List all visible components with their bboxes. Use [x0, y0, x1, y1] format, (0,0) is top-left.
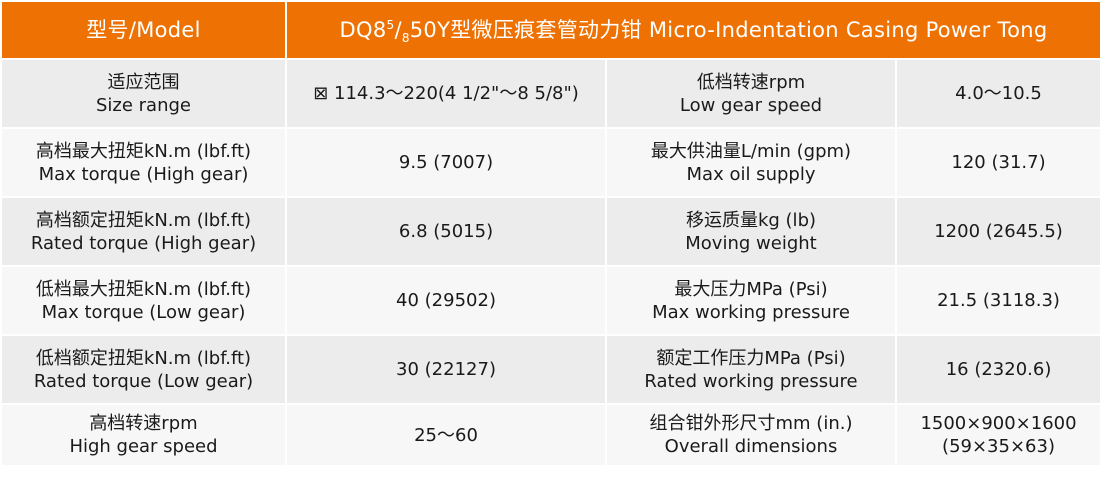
right-label-text: Moving weight — [685, 232, 817, 254]
left-label: 高档转速rpm High gear speed — [0, 403, 287, 467]
header-row: 型号/Model DQ85/850Y型微压痕套管动力钳 Micro-Indent… — [0, 0, 1100, 60]
spec-row: 高档转速rpm High gear speed 25～60 组合钳外形尺寸mm (in… — [0, 403, 1100, 467]
right-value-text: 1200 (2645.5) — [934, 221, 1063, 242]
left-label-text: 低档额定扭矩kN.m (lbf.ft) — [35, 347, 252, 369]
right-label: 最大供油量L/min (gpm) Max oil supply — [605, 127, 897, 198]
left-value-text: 40 (29502) — [396, 290, 496, 311]
right-value-text: 1500×900×1600 — [920, 413, 1077, 434]
model-title: DQ85/850Y型微压痕套管动力钳 Micro-Indentation Cas… — [284, 0, 1100, 60]
right-label: 移运质量kg (lb) Moving weight — [605, 196, 897, 267]
left-label: 低档额定扭矩kN.m (lbf.ft) Rated torque (Low gea… — [0, 334, 287, 405]
model-label: 型号/Model — [0, 0, 287, 60]
left-value-text: ⊠ 114.3～220(4 1/2"～8 5/8") — [313, 83, 579, 104]
right-label-text: Overall dimensions — [664, 436, 838, 457]
left-value: ⊠ 114.3～220(4 1/2"～8 5/8") — [285, 58, 607, 129]
left-label-text: 适应范围 — [107, 71, 180, 93]
right-label-text: Max oil supply — [686, 163, 816, 185]
left-label-text: Max torque (High gear) — [38, 163, 249, 185]
left-label-text: Rated torque (Low gear) — [33, 370, 254, 392]
spec-table: 型号/Model DQ85/850Y型微压痕套管动力钳 Micro-Indent… — [0, 0, 1100, 467]
left-label-text: Rated torque (High gear) — [30, 232, 257, 254]
left-label: 适应范围 Size range — [0, 58, 287, 129]
title-prefix: DQ8 — [339, 17, 387, 42]
left-label-text: Size range — [95, 94, 191, 116]
right-value: 21.5 (3118.3) — [894, 265, 1100, 336]
spec-row: 高档最大扭矩kN.m (lbf.ft) Max torque (High gear… — [0, 127, 1100, 198]
title-sup: 5 — [386, 17, 395, 32]
left-value-text: 30 (22127) — [396, 359, 496, 380]
right-value: 16 (2320.6) — [894, 334, 1100, 405]
right-label: 额定工作压力MPa (Psi) Rated working pressure — [605, 334, 897, 405]
right-value: 120 (31.7) — [894, 127, 1100, 198]
left-value-text: 6.8 (5015) — [398, 221, 494, 242]
left-label-text: 高档最大扭矩kN.m (lbf.ft) — [35, 140, 252, 162]
right-label-text: 低档转速rpm — [696, 71, 806, 93]
title-sub: 8 — [401, 30, 410, 45]
left-value-text: 25～60 — [414, 424, 478, 446]
right-label-text: Rated working pressure — [644, 370, 858, 392]
spec-row: 适应范围 Size range ⊠ 114.3～220(4 1/2"～8 5/8")… — [0, 58, 1100, 129]
right-label-text: 最大供油量L/min (gpm) — [650, 140, 852, 162]
left-label-text: 高档转速rpm — [89, 413, 198, 434]
title-slash: / — [394, 17, 402, 42]
right-label-text: 组合钳外形尺寸mm (in.) — [649, 413, 853, 434]
right-value: 1500×900×1600 (59×35×63) — [894, 403, 1100, 467]
left-value: 6.8 (5015) — [285, 196, 607, 267]
left-value: 9.5 (7007) — [285, 127, 607, 198]
right-label: 组合钳外形尺寸mm (in.) Overall dimensions — [605, 403, 897, 467]
spec-row: 低档额定扭矩kN.m (lbf.ft) Rated torque (Low gea… — [0, 334, 1100, 405]
right-label: 低档转速rpm Low gear speed — [605, 58, 897, 129]
left-label-text: High gear speed — [69, 436, 218, 457]
left-value-text: 9.5 (7007) — [398, 152, 494, 173]
right-label-text: 移运质量kg (lb) — [685, 209, 817, 231]
right-value: 1200 (2645.5) — [894, 196, 1100, 267]
right-value-text: 16 (2320.6) — [945, 359, 1052, 380]
right-label-text: 最大压力MPa (Psi) — [674, 278, 828, 300]
right-label-text: Low gear speed — [679, 94, 823, 116]
right-label: 最大压力MPa (Psi) Max working pressure — [605, 265, 897, 336]
right-value-text: (59×35×63) — [942, 436, 1055, 457]
left-value: 30 (22127) — [285, 334, 607, 405]
left-value: 25～60 — [285, 403, 607, 467]
left-label-text: 低档最大扭矩kN.m (lbf.ft) — [35, 278, 252, 300]
right-label-text: Max working pressure — [652, 301, 850, 323]
right-value: 4.0～10.5 — [894, 58, 1100, 129]
left-value: 40 (29502) — [285, 265, 607, 336]
right-value-text: 21.5 (3118.3) — [937, 290, 1060, 311]
right-label-text: 额定工作压力MPa (Psi) — [656, 347, 846, 369]
left-label-text: 高档额定扭矩kN.m (lbf.ft) — [35, 209, 252, 231]
left-label: 低档最大扭矩kN.m (lbf.ft) Max torque (Low gear) — [0, 265, 287, 336]
title-rest: 50Y型微压痕套管动力钳 Micro-Indentation Casing Po… — [409, 17, 1048, 42]
right-value-text: 120 (31.7) — [951, 152, 1046, 173]
left-label-text: Max torque (Low gear) — [41, 301, 246, 323]
right-value-text: 4.0～10.5 — [955, 83, 1042, 104]
spec-row: 高档额定扭矩kN.m (lbf.ft) Rated torque (High ge… — [0, 196, 1100, 267]
left-label: 高档最大扭矩kN.m (lbf.ft) Max torque (High gear… — [0, 127, 287, 198]
spec-row: 低档最大扭矩kN.m (lbf.ft) Max torque (Low gear)… — [0, 265, 1100, 336]
left-label: 高档额定扭矩kN.m (lbf.ft) Rated torque (High ge… — [0, 196, 287, 267]
